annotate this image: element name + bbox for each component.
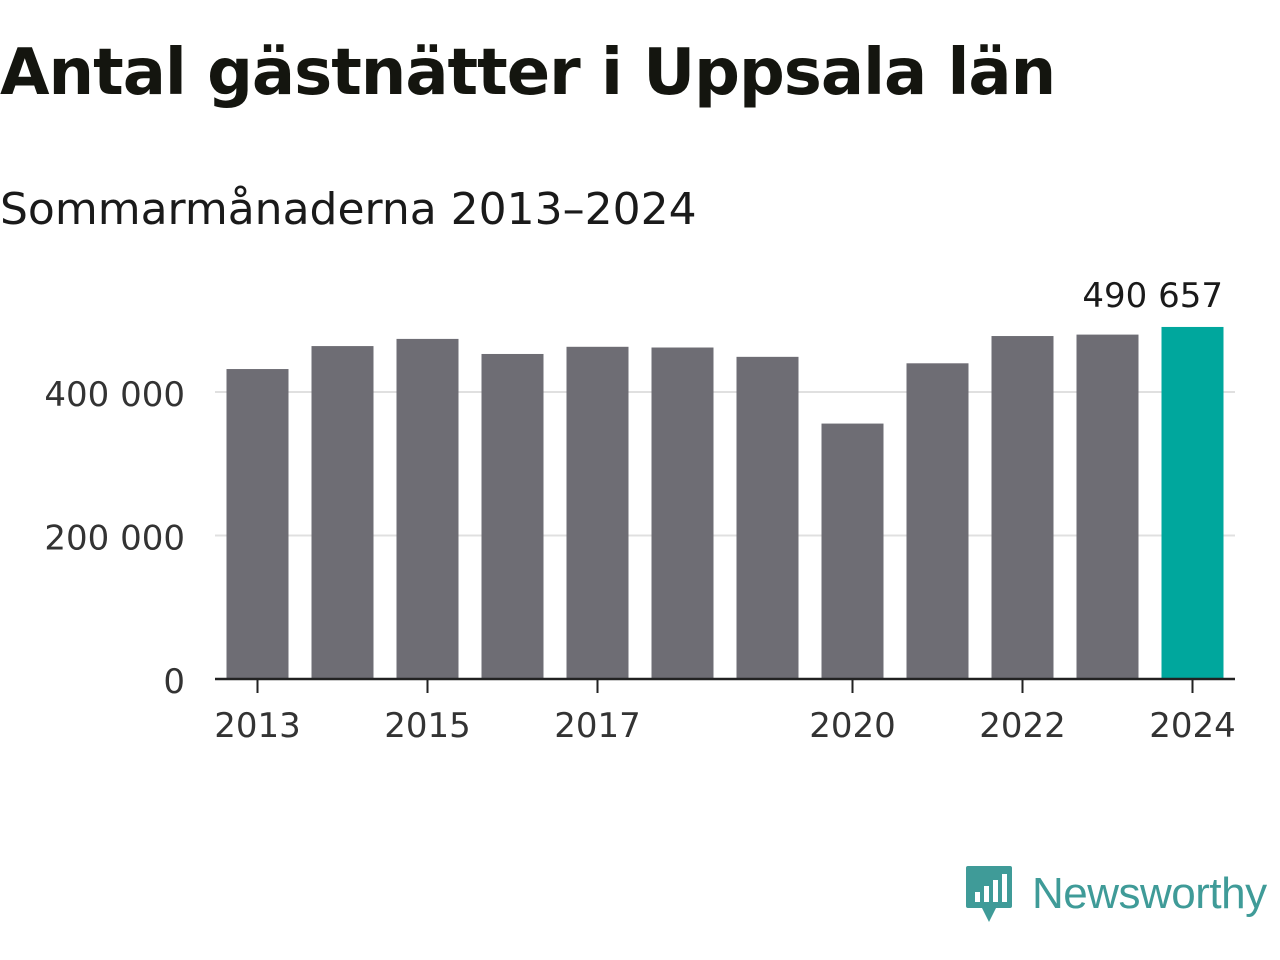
bar-2015 [396, 338, 459, 679]
bar-2018 [651, 347, 714, 679]
newsworthy-logo-icon [966, 866, 1012, 922]
bar-2017 [566, 346, 629, 679]
newsworthy-logo: Newsworthy [964, 864, 1267, 924]
y-tick-label: 400 000 [44, 375, 185, 415]
data-label: 490 657 [1082, 276, 1223, 316]
x-tick-label: 2024 [1149, 706, 1236, 746]
x-tick-label: 2013 [214, 706, 301, 746]
bar-2024 [1161, 326, 1224, 679]
bar-2019 [736, 356, 799, 679]
x-tick-label: 2015 [384, 706, 471, 746]
bar-2016 [481, 353, 544, 679]
bar-2014 [311, 346, 374, 679]
bar-2023 [1076, 334, 1139, 679]
x-tick-label: 2020 [809, 706, 896, 746]
bar-2021 [906, 363, 969, 679]
y-tick-label: 200 000 [44, 519, 185, 559]
bar-2013 [226, 369, 289, 679]
y-tick-label: 0 [163, 662, 185, 702]
brand-name: Newsworthy [1032, 869, 1267, 918]
chart-subtitle: Sommarmånaderna 2013–2024 [0, 184, 697, 235]
x-tick-label: 2022 [979, 706, 1066, 746]
bar-2022 [991, 336, 1054, 679]
chart-title: Antal gästnätter i Uppsala län [0, 36, 1056, 110]
bar-2020 [821, 423, 884, 679]
x-tick-label: 2017 [554, 706, 641, 746]
